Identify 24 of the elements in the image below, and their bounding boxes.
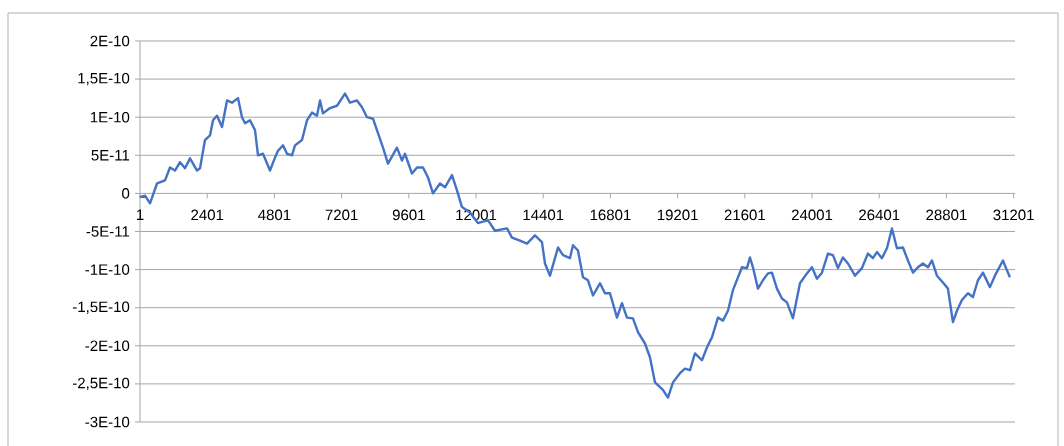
x-tick-label: 1 — [136, 209, 144, 220]
y-tick-label: -1,5E-10 — [72, 301, 130, 314]
x-tick-label: 9601 — [392, 209, 425, 221]
y-tick-label: 0 — [122, 188, 130, 199]
x-tick-label: 19201 — [657, 209, 698, 221]
x-tick-label: 31201 — [993, 209, 1034, 221]
x-tick-label: 28801 — [926, 209, 967, 221]
x-tick-label: 14401 — [523, 209, 564, 221]
x-tick-label: 16801 — [590, 209, 631, 221]
x-tick-label: 7201 — [325, 209, 358, 221]
y-tick-label: 1,5E-10 — [78, 72, 130, 86]
y-tick-label: 5E-11 — [91, 150, 130, 161]
x-tick-label: 2401 — [191, 209, 224, 221]
y-tick-label: -2,5E-10 — [72, 377, 130, 391]
y-tick-label: 1E-10 — [90, 111, 130, 123]
x-tick-label: 21601 — [724, 209, 765, 221]
y-tick-label: -2E-10 — [85, 340, 130, 352]
y-tick-label: 2E-10 — [90, 35, 130, 47]
x-tick-label: 24001 — [791, 209, 833, 221]
x-tick-label: 26401 — [859, 209, 900, 221]
y-tick-label: -3E-10 — [85, 416, 130, 428]
y-tick-label: -5E-11 — [86, 226, 130, 237]
x-tick-label: 4801 — [258, 209, 291, 221]
y-tick-label: -1E-10 — [85, 264, 130, 275]
